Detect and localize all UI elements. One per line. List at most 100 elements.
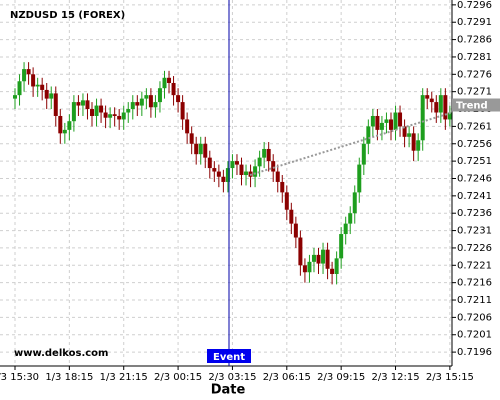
- y-tick-label: 0.7261: [457, 121, 492, 132]
- candle-body: [94, 105, 99, 116]
- candle-body: [370, 115, 375, 127]
- candle-body: [99, 105, 104, 113]
- candle-body: [103, 112, 108, 118]
- candle-body: [284, 192, 289, 210]
- candle-body: [352, 192, 357, 214]
- candle-body: [253, 166, 258, 177]
- y-tick-label: 0.7296: [457, 0, 492, 11]
- candle-body: [398, 112, 403, 127]
- event-label: Event: [213, 352, 245, 363]
- candle-body: [311, 254, 316, 262]
- candle-body: [384, 119, 389, 123]
- candle-body: [90, 109, 95, 116]
- candle-body: [44, 89, 49, 99]
- trend-label: Trend: [456, 101, 488, 112]
- candle-body: [375, 115, 380, 130]
- candle-body: [361, 143, 366, 165]
- y-tick-label: 0.7226: [457, 243, 492, 254]
- y-tick-label: 0.7246: [457, 173, 492, 184]
- y-tick-label: 0.7236: [457, 208, 492, 219]
- candles: [13, 62, 452, 285]
- candle-body: [325, 249, 330, 269]
- candle-body: [348, 213, 353, 224]
- candle-body: [429, 98, 434, 103]
- x-tick-label: 2/3 00:15: [154, 372, 202, 383]
- candle-body: [212, 168, 217, 172]
- candle-body: [447, 112, 452, 120]
- candle-body: [108, 114, 113, 118]
- candle-body: [139, 98, 144, 106]
- candle-body: [58, 115, 63, 134]
- chart-title: NZDUSD 15 (FOREX): [10, 10, 125, 21]
- candle-body: [257, 157, 262, 167]
- candle-body: [280, 181, 285, 193]
- y-tick-label: 0.7201: [457, 330, 492, 341]
- candle-body: [40, 84, 45, 90]
- candle-body: [121, 112, 126, 120]
- watermark: www.delkos.com: [14, 348, 108, 359]
- candle-body: [307, 261, 312, 273]
- candle-body: [13, 95, 17, 99]
- candle-body: [80, 100, 85, 106]
- candle-body: [135, 102, 140, 106]
- candle-body: [221, 176, 226, 182]
- y-tick-label: 0.7286: [457, 35, 492, 46]
- candle-body: [157, 88, 162, 103]
- candle-body: [171, 82, 176, 96]
- candle-body: [298, 237, 303, 266]
- candle-body: [35, 84, 40, 87]
- candle-body: [357, 164, 362, 193]
- candle-body: [117, 115, 122, 120]
- trend-line: [249, 111, 453, 176]
- candle-body: [334, 258, 339, 274]
- candle-body: [425, 95, 430, 99]
- y-tick-label: 0.7256: [457, 139, 492, 150]
- y-tick-label: 0.7251: [457, 156, 492, 167]
- y-tick-label: 0.7276: [457, 69, 492, 80]
- candle-body: [162, 77, 167, 89]
- candle-body: [71, 102, 76, 122]
- y-tick-label: 0.7211: [457, 295, 492, 306]
- candle-body: [343, 223, 348, 235]
- candle-body: [239, 164, 244, 176]
- x-tick-label: 2/3 12:15: [371, 372, 419, 383]
- candle-body: [407, 133, 412, 137]
- candle-body: [416, 140, 421, 151]
- candle-body: [443, 95, 448, 120]
- x-tick-label: 2/3 09:15: [317, 372, 365, 383]
- x-axis-title: Date: [211, 383, 246, 398]
- candle-body: [180, 102, 185, 120]
- candle-body: [321, 249, 326, 264]
- x-tick-label: 2/3 06:15: [263, 372, 311, 383]
- candle-body: [438, 95, 443, 113]
- candle-body: [62, 129, 67, 134]
- candle-body: [230, 161, 235, 169]
- x-tick-label: 1/3 21:15: [100, 372, 148, 383]
- candle-body: [293, 223, 298, 238]
- candle-body: [176, 95, 181, 103]
- candle-body: [85, 100, 90, 110]
- candle-body: [379, 122, 384, 130]
- x-tick-label: 1/3 15:30: [0, 372, 39, 383]
- candle-body: [330, 268, 335, 274]
- candle-body: [22, 69, 27, 82]
- candle-body: [130, 102, 135, 110]
- trend-label-box: [452, 98, 500, 112]
- candle-body: [244, 171, 249, 176]
- candle-body: [411, 133, 416, 151]
- candle-body: [302, 265, 307, 273]
- candle-body: [49, 93, 54, 99]
- y-tick-label: 0.7206: [457, 312, 492, 323]
- candle-body: [275, 171, 280, 182]
- x-tick-label: 2/3 15:15: [426, 372, 474, 383]
- candle-body: [207, 157, 212, 169]
- y-tick-label: 0.7281: [457, 52, 492, 63]
- x-tick-label: 2/3 03:15: [208, 372, 256, 383]
- grid: [0, 0, 452, 366]
- candle-body: [225, 168, 230, 182]
- candle-body: [112, 114, 117, 116]
- candle-body: [271, 161, 276, 172]
- candle-body: [266, 148, 271, 162]
